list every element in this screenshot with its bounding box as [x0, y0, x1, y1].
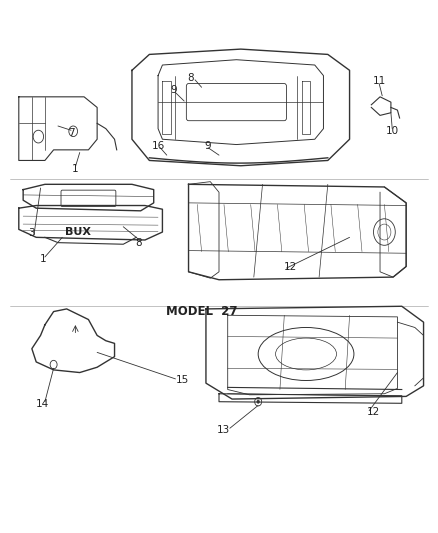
Text: 7: 7 [68, 128, 74, 138]
Text: 1: 1 [72, 165, 79, 174]
Text: 15: 15 [175, 375, 189, 385]
Text: 8: 8 [187, 73, 194, 83]
Text: 12: 12 [284, 262, 297, 271]
Text: MODEL  27: MODEL 27 [166, 305, 237, 318]
Text: 1: 1 [39, 254, 46, 263]
Text: 12: 12 [367, 407, 380, 417]
Text: 13: 13 [217, 425, 230, 435]
Text: 3: 3 [28, 228, 35, 238]
Text: 10: 10 [385, 126, 399, 136]
Text: 14: 14 [36, 399, 49, 409]
Circle shape [257, 400, 259, 403]
Text: 11: 11 [373, 76, 386, 86]
Text: 16: 16 [152, 141, 165, 151]
Text: 9: 9 [170, 85, 177, 95]
Text: BUX: BUX [64, 227, 91, 237]
Text: 8: 8 [135, 238, 142, 248]
Text: 9: 9 [205, 141, 212, 151]
